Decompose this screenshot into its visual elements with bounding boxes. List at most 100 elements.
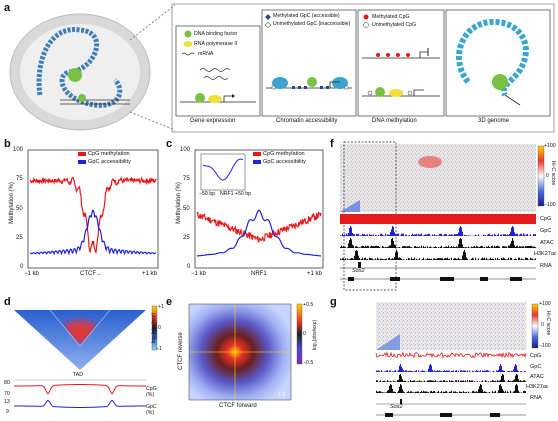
panel-c-ytick-100: 100 bbox=[180, 147, 191, 153]
caption-dna-methylation: DNA methylation bbox=[372, 118, 417, 124]
mrna-wave-1 bbox=[199, 68, 231, 72]
nucleosome-2 bbox=[332, 77, 348, 89]
panel-c-cpg-line bbox=[196, 211, 322, 243]
gpc-markers bbox=[271, 85, 349, 90]
panel-label-b: b bbox=[4, 138, 11, 150]
panel-d-tad-domain bbox=[52, 310, 108, 346]
panel-e-plot bbox=[188, 303, 303, 401]
meth-factor bbox=[375, 87, 385, 97]
panel-c-plot bbox=[194, 149, 324, 269]
panel-a: DNA binding factor RNA polymerase II mRN… bbox=[0, 0, 558, 135]
panel-f-hic-map bbox=[340, 144, 536, 212]
panel-g-scale-bottom: −100 bbox=[539, 343, 551, 349]
panel-c-gpc-line bbox=[196, 209, 322, 257]
panel-e-scale-bottom: −0.5 bbox=[303, 360, 314, 366]
3d-anchor-factor bbox=[492, 74, 508, 90]
panel-c-xtick-left: −1 kb bbox=[191, 271, 206, 277]
panel-d-scale-top: +1 bbox=[158, 304, 164, 310]
legend-unmethylated-gpc: Unmethylated GpC (inaccessible) bbox=[273, 21, 351, 27]
panel-c-legend-cpg: CpG methylation bbox=[253, 151, 305, 157]
mrna-wave-2 bbox=[203, 76, 229, 80]
legend-dna-binding-factor: DNA binding factor bbox=[194, 31, 238, 37]
binding-factor-blob-2 bbox=[78, 94, 86, 102]
panel-g-gene-block-2 bbox=[440, 413, 452, 417]
panel-f-track-cpg-bar bbox=[340, 214, 536, 224]
panel-g-track-label-h3k27ac: H3K27ac bbox=[526, 384, 549, 390]
panel-f-track-label-h3k27ac: H3K27ac bbox=[534, 251, 557, 257]
panel-f-hotspot bbox=[418, 156, 442, 168]
panel-g-track-label-rna: RNA bbox=[530, 395, 542, 401]
panel-b-ytick-75: 75 bbox=[16, 176, 23, 182]
panel-b-ylabel: Methylation (%) bbox=[9, 182, 15, 224]
panel-g-track-cpg-line bbox=[375, 351, 527, 359]
panel-g-scale-top: +100 bbox=[539, 301, 551, 307]
nucleosome-1 bbox=[272, 77, 288, 89]
panel-label-g: g bbox=[330, 296, 337, 308]
panel-f-track-gpc-bar bbox=[340, 226, 536, 236]
panel-b-plot bbox=[27, 149, 159, 269]
panel-f-scale-mid: 0 bbox=[546, 173, 549, 179]
panel-g-blue-corner bbox=[376, 334, 400, 350]
panel-f: +100 0 −100 Hi-C score CpG GpC ATAC H3K2… bbox=[330, 140, 558, 295]
panel-g: +100 0 −100 Hi-C score CpG GpC ATAC H3K2… bbox=[330, 298, 558, 421]
panel-d-colorbar bbox=[151, 305, 158, 351]
meth-arrow-1 bbox=[419, 51, 428, 58]
legend-methylated-cpg: Methylated CpG bbox=[372, 14, 410, 20]
panel-f-blue-corner bbox=[340, 200, 360, 212]
unmethylated-cpg-markers bbox=[367, 90, 413, 96]
panel-c-inset-xtick-right: +50 bp bbox=[235, 191, 252, 197]
legend-rna-polymerase: RNA polymerase II bbox=[194, 41, 238, 47]
panel-label-c: c bbox=[166, 138, 173, 150]
panel-b-ytick-25: 25 bbox=[16, 235, 23, 241]
panel-b-xtick-center: CTCF→ bbox=[80, 271, 102, 277]
panel-a-illustration bbox=[9, 3, 555, 133]
meth-arrow-2 bbox=[413, 89, 424, 96]
panel-b-ytick-50: 50 bbox=[16, 206, 23, 212]
panel-b-legend-gpc: GpC accessibility bbox=[78, 159, 131, 165]
panel-label-e: e bbox=[166, 296, 173, 308]
panel-g-track-label-atac: ATAC bbox=[530, 374, 544, 380]
3d-tail bbox=[504, 94, 521, 106]
dna-binding-factor-icon bbox=[184, 30, 192, 38]
panel-e: +0.5 0 −0.5 log₂(obs/exp) 1.6 CTCF forwa… bbox=[165, 298, 330, 421]
panel-b-ytick-100: 100 bbox=[13, 147, 24, 153]
unmethylated-gpc-icon bbox=[264, 21, 272, 29]
panel-g-gene-label: Sox2 bbox=[390, 404, 403, 410]
panel-d-plot bbox=[14, 305, 158, 408]
methylated-cpg-markers bbox=[376, 53, 410, 57]
panel-c-inset-xtick-left: −50 bp bbox=[199, 191, 216, 197]
caption-3d-genome: 3D genome bbox=[478, 118, 510, 124]
panel-f-colorbar bbox=[537, 145, 545, 207]
panel-d-scale-bottom: −1 bbox=[156, 346, 162, 352]
panel-f-track-atac-bar bbox=[340, 238, 536, 248]
panel-b-xtick-left: −1 kb bbox=[24, 271, 39, 277]
binding-factor-blob bbox=[68, 68, 82, 82]
panel-label-f: f bbox=[330, 138, 334, 150]
zoom-line-top bbox=[129, 4, 176, 41]
legend-mrna: mRNA bbox=[198, 51, 214, 57]
panel-d-gpc-tick-bottom: 9 bbox=[6, 409, 9, 415]
panel-f-track-label-rna: RNA bbox=[540, 263, 552, 269]
panel-f-track-h3k27ac-bar bbox=[340, 250, 536, 260]
panel-f-gene-label: Sox2 bbox=[352, 268, 365, 274]
methylated-cpg-icon bbox=[363, 14, 369, 20]
panel-c-ytick-25: 25 bbox=[183, 235, 190, 241]
mrna-icon bbox=[181, 52, 195, 56]
panel-b-xtick-right: +1 kb bbox=[142, 271, 157, 277]
panel-label-a: a bbox=[4, 2, 11, 14]
legend-unmethylated-cpg: Unmethylated CpG bbox=[372, 22, 417, 28]
panel-g-track-label-gpc: GpC bbox=[530, 364, 542, 370]
chromatin-fibre bbox=[36, 27, 123, 108]
panel-g-scale-label: Hi-C score bbox=[545, 310, 551, 336]
panel-f-scale-bottom: −100 bbox=[544, 202, 556, 208]
legend-methylated-gpc: Methylated GpC (accessible) bbox=[273, 13, 340, 19]
panel-b-gpc-line bbox=[29, 209, 157, 256]
panel-c: CpG methylation GpC accessibility −50 bp… bbox=[165, 140, 330, 295]
tss-arrow bbox=[223, 95, 232, 102]
panel-f-gene-block-3 bbox=[440, 277, 454, 281]
panel-e-frame bbox=[188, 303, 292, 401]
caption-gene-expression: Gene expression bbox=[190, 118, 236, 124]
3d-loop bbox=[456, 18, 529, 97]
unmethylated-cpg-icon bbox=[363, 22, 369, 28]
panel-g-gene-block-3 bbox=[490, 413, 500, 417]
